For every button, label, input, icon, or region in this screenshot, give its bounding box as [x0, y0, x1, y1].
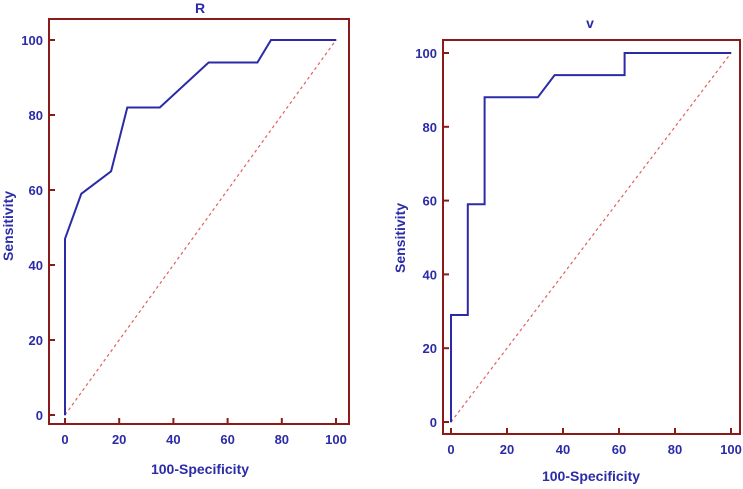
y-tick-label: 60 — [423, 194, 437, 209]
x-tick-label: 80 — [275, 432, 289, 447]
plot-area: 0 20 40 60 80 100 0 20 40 60 80 100 — [21, 33, 347, 447]
roc-curve-point — [450, 421, 452, 423]
roc-curve-point — [484, 203, 486, 205]
x-axis-label: 100-Specificity — [151, 461, 249, 477]
roc-curve-point — [80, 193, 82, 195]
y-tick-label: 100 — [415, 46, 437, 61]
y-tick-label: 40 — [423, 267, 437, 282]
plot-frame — [442, 39, 741, 435]
plot-frame — [48, 18, 350, 425]
y-axis-label: Sensitivity — [0, 191, 16, 261]
roc-curve-point — [484, 96, 486, 98]
y-tick-label: 60 — [29, 183, 43, 198]
roc-curve-point — [730, 52, 732, 54]
roc-curve-line — [64, 39, 336, 415]
chart-title: v — [586, 15, 594, 31]
x-tick-label: 0 — [447, 442, 454, 457]
y-tick-label: 0 — [430, 415, 437, 430]
reference-diagonal-line — [64, 39, 337, 416]
roc-chart-r: R 0 20 40 60 80 100 0 20 40 60 80 100 100-Specifici… — [0, 0, 350, 477]
roc-curve-point — [256, 61, 259, 64]
x-tick-label: 0 — [61, 432, 68, 447]
x-tick-label: 40 — [166, 432, 180, 447]
reference-diagonal-line — [450, 52, 732, 423]
y-tick-label: 20 — [423, 341, 437, 356]
x-tick-label: 40 — [556, 442, 570, 457]
x-tick-label: 20 — [500, 442, 514, 457]
roc-curve-point — [159, 106, 161, 109]
roc-curve-point — [450, 314, 452, 316]
x-tick-label: 100 — [325, 432, 347, 447]
roc-curve-point — [335, 39, 337, 41]
plot-area: 0 20 40 60 80 100 0 20 40 60 80 100 — [415, 46, 742, 457]
y-tick-label: 80 — [423, 120, 437, 135]
roc-curve-point — [270, 39, 272, 41]
roc-curve-point — [624, 74, 626, 76]
x-tick-label: 60 — [612, 442, 626, 457]
x-tick-label: 20 — [112, 432, 126, 447]
x-axis-label: 100-Specificity — [542, 468, 640, 484]
roc-curve-point — [64, 238, 66, 240]
y-tick-label: 20 — [29, 333, 43, 348]
roc-curve-point — [110, 170, 112, 172]
roc-curve-point — [467, 203, 469, 205]
x-tick-label: 80 — [668, 442, 682, 457]
y-tick-label: 80 — [29, 108, 43, 123]
x-tick-label: 100 — [720, 442, 742, 457]
roc-curve-point — [64, 414, 66, 416]
roc-curve-point — [554, 74, 556, 76]
chart-title: R — [195, 0, 205, 16]
roc-curve-point — [537, 96, 539, 98]
y-tick-label: 40 — [29, 258, 43, 273]
y-axis-label: Sensitivity — [392, 203, 408, 273]
roc-curve-point — [624, 52, 626, 54]
roc-curve-point — [467, 314, 469, 316]
roc-curve-point — [126, 106, 128, 109]
x-tick-label: 60 — [220, 432, 234, 447]
y-tick-label: 100 — [21, 33, 43, 48]
roc-curve-point — [208, 61, 210, 64]
y-tick-label: 0 — [36, 408, 43, 423]
roc-chart-v: v 0 20 40 60 80 100 0 20 40 60 80 100 100-Specifici… — [392, 15, 742, 484]
